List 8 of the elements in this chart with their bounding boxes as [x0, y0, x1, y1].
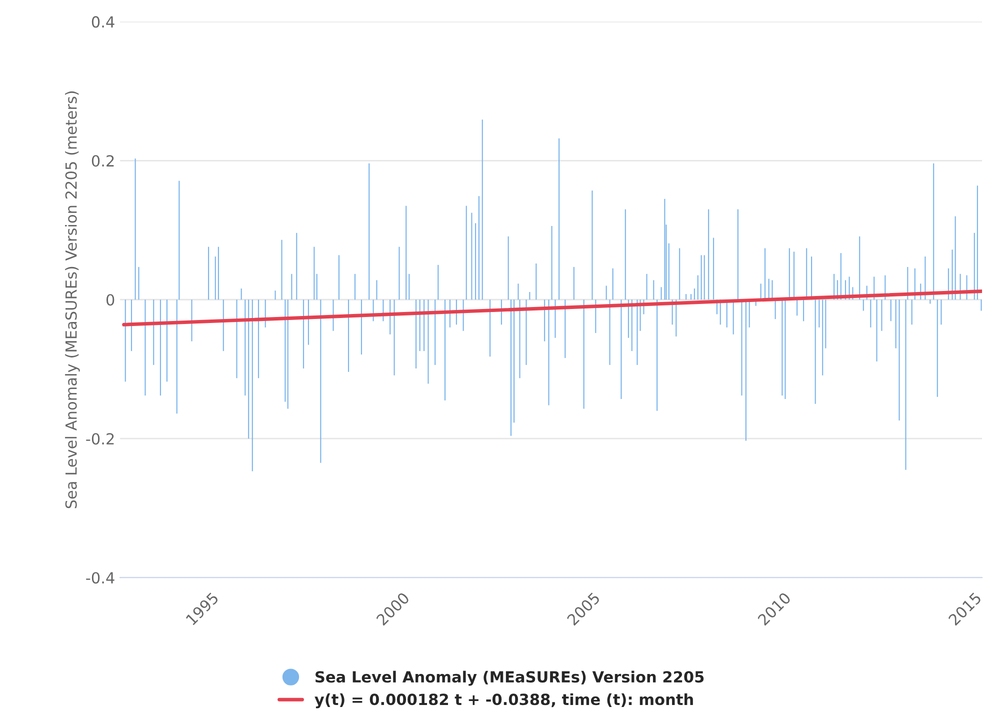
legend-label: y(t) = 0.000182 t + -0.0388, time (t): month	[314, 693, 693, 708]
y-tick-label: 0.4	[92, 16, 114, 28]
y-tick-label: 0	[106, 294, 114, 306]
y-axis-title: Sea Level Anomaly (MEaSUREs) Version 2205 (meters)	[65, 91, 80, 508]
legend-label: Sea Level Anomaly (MEaSUREs) Version 2205	[316, 670, 704, 686]
y-tick-label: 0.2	[92, 155, 114, 167]
y-tick-label: -0.4	[86, 572, 114, 584]
y-tick-label: -0.2	[86, 433, 114, 445]
